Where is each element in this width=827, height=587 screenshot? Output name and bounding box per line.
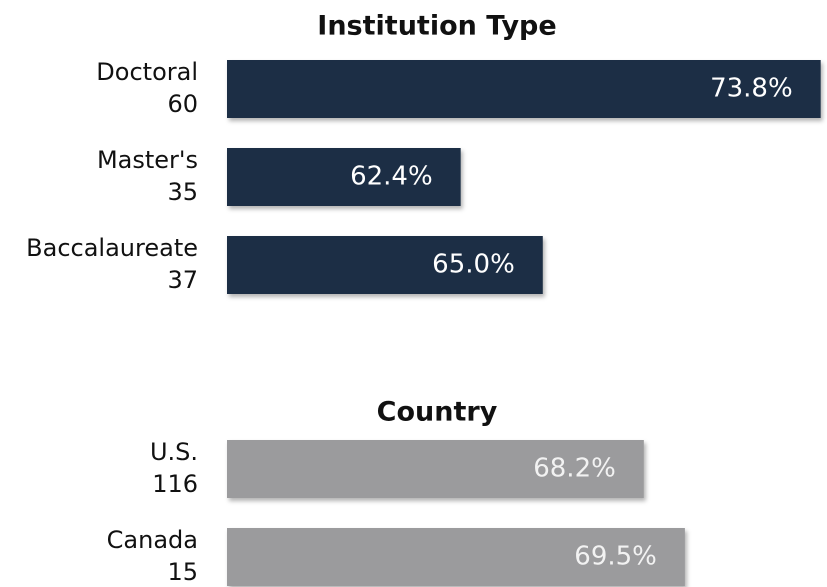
count-label: 15 [167, 558, 198, 586]
count-label: 35 [167, 178, 198, 206]
category-label: Baccalaureate [26, 234, 198, 262]
bar [227, 148, 461, 206]
value-label: 65.0% [432, 250, 515, 280]
value-label: 73.8% [710, 74, 793, 104]
chart-title: Institution Type [317, 11, 556, 42]
value-label: 69.5% [574, 542, 657, 572]
category-label: Master's [97, 146, 198, 174]
chart-title: Country [377, 397, 498, 428]
count-label: 37 [167, 266, 198, 294]
category-label: Canada [107, 526, 198, 554]
bar [227, 236, 543, 294]
value-label: 68.2% [533, 454, 616, 484]
category-label: Doctoral [96, 58, 198, 86]
value-label: 62.4% [350, 162, 433, 192]
count-label: 60 [167, 90, 198, 118]
bar [227, 60, 821, 118]
count-label: 116 [152, 470, 198, 498]
bar [227, 528, 685, 586]
bar [227, 440, 644, 498]
category-label: U.S. [150, 438, 198, 466]
